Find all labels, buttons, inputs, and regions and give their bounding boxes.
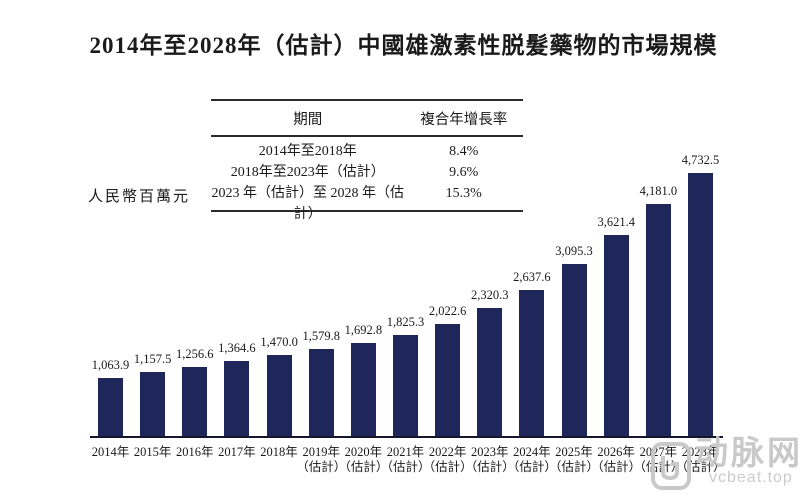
bar-value-label: 3,095.3 — [555, 244, 593, 258]
bar-value-label: 2,637.6 — [513, 270, 551, 284]
x-tick-label: 2022年 （估計） — [422, 445, 473, 474]
x-tick-label: 2023年 （估計） — [464, 445, 515, 474]
cagr-table-header-cagr: 複合年增長率 — [420, 112, 508, 128]
bar — [182, 367, 208, 437]
x-tick-label: 2020年 （估計） — [338, 445, 389, 474]
bar-group-2019年: 1,579.8 2019年 （估計） — [296, 155, 346, 474]
x-tick-label: 2024年 （估計） — [506, 445, 557, 474]
bar-group-2020年: 1,692.8 2020年 （估計） — [338, 155, 388, 474]
watermark: 动脉网 vcbeat.top — [651, 436, 803, 495]
vcbeat-logo-icon — [651, 442, 691, 495]
table-row: 2018年至2023年（估計） 9.6% — [211, 162, 523, 183]
bar — [561, 264, 587, 437]
bar — [350, 343, 376, 437]
x-tick-label: 2017年 — [218, 445, 256, 459]
bar-group-2026年: 3,621.4 2026年 （估計） — [591, 155, 641, 474]
bar — [519, 290, 545, 437]
bar — [224, 361, 250, 437]
bar-group-2016年: 1,256.6 2016年 — [176, 155, 214, 459]
cagr-table-header: 期間 複合年增長率 — [211, 101, 523, 137]
bar-value-label: 2,022.6 — [428, 304, 467, 318]
x-tick-label: 2025年 （估計） — [549, 445, 600, 474]
period-cell: 2014年至2018年 — [258, 144, 357, 159]
bar — [98, 378, 123, 437]
bar-value-label: 3,621.4 — [597, 215, 635, 229]
bar-value-label: 1,256.6 — [176, 347, 214, 361]
bar-chart: 1,063.9 2014年 1,157.5 2015年 1,256.6 2016年 1,36… — [90, 153, 726, 474]
bar-group-2017年: 1,364.6 2017年 — [218, 155, 256, 459]
bar-group-2015年: 1,157.5 2015年 — [134, 155, 172, 459]
cagr-cell: 15.3% — [445, 186, 482, 201]
bar — [308, 349, 334, 437]
bar — [435, 324, 461, 437]
bar — [645, 204, 671, 437]
bar-value-label: 4,732.5 — [681, 153, 720, 167]
bar-value-label: 1,579.8 — [302, 329, 340, 343]
bar-value-label: 1,063.9 — [91, 358, 130, 372]
bar — [687, 173, 713, 437]
bar — [392, 335, 418, 437]
bar — [477, 308, 503, 437]
bar-value-label: 1,825.3 — [386, 315, 425, 329]
watermark-brand: 动脉网 — [695, 434, 803, 471]
table-row: 2023 年（估計）至 2028 年（估計） 15.3% — [211, 183, 523, 222]
bar-value-label: 4,181.0 — [639, 184, 678, 198]
bar-value-label: 2,320.3 — [471, 288, 509, 302]
cagr-table: 期間 複合年增長率 2014年至2018年 8.4% 2018年至2023年（估… — [211, 99, 523, 222]
bar-group-2028年: 4,732.5 2028年 （估計） — [675, 153, 725, 474]
cagr-table-body: 2014年至2018年 8.4% 2018年至2023年（估計） 9.6% 20… — [211, 137, 523, 222]
bar-value-label: 1,364.6 — [218, 341, 256, 355]
bar — [603, 235, 629, 437]
x-tick-label: 2019年 （估計） — [296, 445, 347, 474]
x-tick-label: 2018年 — [260, 445, 298, 459]
table-row: 2014年至2018年 8.4% — [211, 141, 523, 162]
y-axis-label: 人民幣百萬元 — [88, 189, 191, 205]
x-tick-label: 2015年 — [133, 445, 172, 459]
bar-group-2023年: 2,320.3 2023年 （估計） — [465, 155, 515, 474]
bar — [266, 355, 292, 437]
period-cell: 2018年至2023年（估計） — [230, 165, 385, 180]
bar-value-label: 1,692.8 — [344, 323, 383, 337]
bar-group-2024年: 2,637.6 2024年 （估計） — [507, 155, 557, 474]
x-tick-label: 2027年 （估計） — [633, 445, 684, 474]
bar-group-2027年: 4,181.0 2027年 （估計） — [633, 155, 683, 474]
x-tick-label: 2016年 — [176, 445, 214, 459]
bar-group-2014年: 1,063.9 2014年 — [92, 155, 130, 459]
x-axis-line — [90, 436, 723, 438]
x-tick-label: 2021年 （估計） — [380, 445, 431, 474]
bar-group-2018年: 1,470.0 2018年 — [260, 155, 298, 459]
bar-group-2022年: 2,022.6 2022年 （估計） — [423, 155, 473, 474]
bar — [140, 372, 166, 437]
cagr-cell: 8.4% — [449, 144, 479, 159]
bar-value-label: 1,470.0 — [260, 335, 298, 349]
bar-group-2025年: 3,095.3 2025年 （估計） — [549, 155, 599, 474]
watermark-domain: vcbeat.top — [709, 469, 793, 486]
cagr-cell: 9.6% — [449, 165, 479, 180]
chart-title: 2014年至2028年（估計）中國雄激素性脱髮藥物的市場規模 — [89, 33, 718, 58]
cagr-table-header-period: 期間 — [293, 112, 323, 128]
bar-value-label: 1,157.5 — [133, 352, 172, 366]
watermark-text: 动脉网 vcbeat.top — [695, 436, 803, 486]
bar-group-2021年: 1,825.3 2021年 （估計） — [380, 155, 430, 474]
x-tick-label: 2026年 （估計） — [591, 445, 642, 474]
period-cell: 2023 年（估計）至 2028 年（估計） — [211, 186, 404, 222]
x-tick-label: 2014年 — [91, 445, 130, 459]
bar-series: 1,063.9 2014年 1,157.5 2015年 1,256.6 2016年 1,36… — [92, 153, 726, 474]
